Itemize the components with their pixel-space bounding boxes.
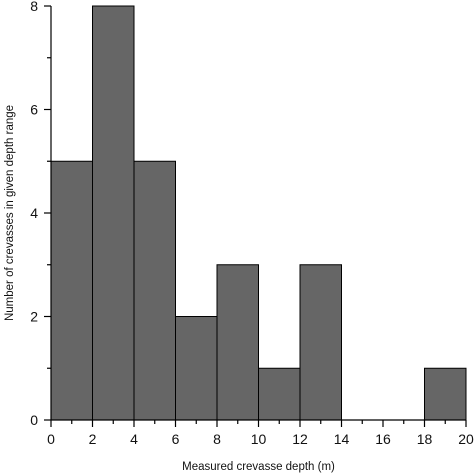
x-tick-label-6: 6 bbox=[172, 431, 180, 447]
y-tick-label-8: 8 bbox=[30, 0, 38, 14]
x-tick-label-12: 12 bbox=[292, 431, 308, 447]
histogram-bar-6-8 bbox=[175, 316, 218, 421]
histogram-bar-12-14 bbox=[299, 264, 342, 421]
histogram-bar-18-20 bbox=[424, 367, 467, 421]
histogram-bar-0-2 bbox=[50, 160, 93, 421]
y-tick-label-0: 0 bbox=[30, 412, 38, 428]
histogram-bar-2-4 bbox=[92, 5, 135, 421]
x-tick-label-14: 14 bbox=[334, 431, 350, 447]
y-tick-label-2: 2 bbox=[30, 309, 38, 325]
histogram-bar-10-12 bbox=[258, 367, 301, 421]
x-tick-label-16: 16 bbox=[375, 431, 391, 447]
x-axis-title: Measured crevasse depth (m) bbox=[182, 461, 335, 473]
histogram-bar-8-10 bbox=[216, 264, 259, 421]
y-tick-label-6: 6 bbox=[30, 102, 38, 118]
x-tick-label-4: 4 bbox=[130, 431, 138, 447]
y-axis-title: Number of crevasses in given depth range bbox=[4, 105, 16, 321]
axes-group: 0 2 4 6 8 10 12 14 16 18 20 0 2 4 6 8 bbox=[30, 0, 474, 447]
x-tick-label-20: 20 bbox=[458, 431, 474, 447]
histogram-bar-4-6 bbox=[133, 160, 176, 421]
x-tick-label-8: 8 bbox=[213, 431, 221, 447]
x-tick-label-2: 2 bbox=[89, 431, 97, 447]
y-tick-label-4: 4 bbox=[30, 205, 38, 221]
x-tick-label-10: 10 bbox=[251, 431, 267, 447]
bars-group bbox=[50, 5, 467, 421]
x-tick-label-0: 0 bbox=[47, 431, 55, 447]
x-tick-label-18: 18 bbox=[417, 431, 433, 447]
